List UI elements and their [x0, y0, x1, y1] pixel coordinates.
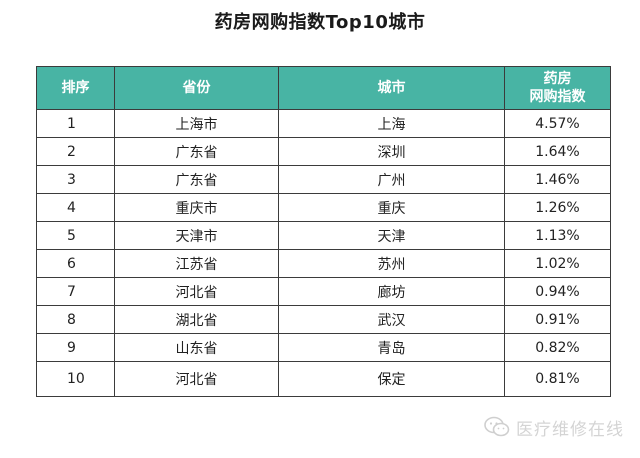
province-cell: 江苏省 [114, 249, 279, 278]
rank-cell: 5 [36, 221, 115, 250]
index-cell: 1.02% [504, 249, 611, 278]
header-index: 药房 网购指数 [504, 66, 611, 110]
table-title: 药房网购指数Top10城市 [214, 12, 426, 33]
index-cell: 1.13% [504, 221, 611, 250]
province-cell: 山东省 [114, 333, 279, 362]
ranking-table: 排序 省份 城市 药房 网购指数 1 上海市 上海 4.57% 2 广东省 深圳 1.64% 3… [36, 66, 611, 397]
rank-cell: 1 [36, 109, 115, 138]
table-header-row: 排序 省份 城市 药房 网购指数 [36, 66, 611, 110]
table-row: 2 广东省 深圳 1.64% [36, 137, 611, 166]
header-rank: 排序 [36, 66, 115, 110]
table-row: 9 山东省 青岛 0.82% [36, 333, 611, 362]
table-row: 7 河北省 廊坊 0.94% [36, 277, 611, 306]
table-row: 4 重庆市 重庆 1.26% [36, 193, 611, 222]
city-cell: 广州 [278, 165, 505, 194]
province-cell: 河北省 [114, 277, 279, 306]
header-index-line2: 网购指数 [529, 89, 586, 105]
rank-cell: 6 [36, 249, 115, 278]
province-cell: 广东省 [114, 137, 279, 166]
rank-cell: 2 [36, 137, 115, 166]
index-cell: 4.57% [504, 109, 611, 138]
index-cell: 1.26% [504, 193, 611, 222]
city-cell: 廊坊 [278, 277, 505, 306]
rank-cell: 4 [36, 193, 115, 222]
header-index-line1: 药房 [543, 71, 572, 87]
watermark: 医疗维修在线 [484, 414, 624, 440]
index-cell: 1.46% [504, 165, 611, 194]
city-cell: 重庆 [278, 193, 505, 222]
watermark-text: 医疗维修在线 [516, 419, 624, 440]
index-cell: 0.91% [504, 305, 611, 334]
rank-cell: 7 [36, 277, 115, 306]
index-cell: 1.64% [504, 137, 611, 166]
wechat-icon [484, 416, 510, 437]
province-cell: 天津市 [114, 221, 279, 250]
province-cell: 广东省 [114, 165, 279, 194]
index-cell: 0.94% [504, 277, 611, 306]
city-cell: 天津 [278, 221, 505, 250]
index-cell: 0.81% [504, 361, 611, 397]
header-province: 省份 [114, 66, 279, 110]
province-cell: 湖北省 [114, 305, 279, 334]
table-row: 8 湖北省 武汉 0.91% [36, 305, 611, 334]
city-cell: 苏州 [278, 249, 505, 278]
table-row: 10 河北省 保定 0.81% [36, 361, 611, 397]
rank-cell: 9 [36, 333, 115, 362]
table-row: 3 广东省 广州 1.46% [36, 165, 611, 194]
city-cell: 武汉 [278, 305, 505, 334]
table-body: 1 上海市 上海 4.57% 2 广东省 深圳 1.64% 3 广东省 广州 1.46% 4 重庆市 重庆 1… [36, 109, 611, 397]
index-cell: 0.82% [504, 333, 611, 362]
header-city: 城市 [278, 66, 505, 110]
table-row: 6 江苏省 苏州 1.02% [36, 249, 611, 278]
province-cell: 重庆市 [114, 193, 279, 222]
city-cell: 保定 [278, 361, 505, 397]
province-cell: 上海市 [114, 109, 279, 138]
city-cell: 深圳 [278, 137, 505, 166]
rank-cell: 10 [36, 361, 115, 397]
city-cell: 上海 [278, 109, 505, 138]
table-row: 5 天津市 天津 1.13% [36, 221, 611, 250]
province-cell: 河北省 [114, 361, 279, 397]
city-cell: 青岛 [278, 333, 505, 362]
rank-cell: 8 [36, 305, 115, 334]
rank-cell: 3 [36, 165, 115, 194]
table-row: 1 上海市 上海 4.57% [36, 109, 611, 138]
